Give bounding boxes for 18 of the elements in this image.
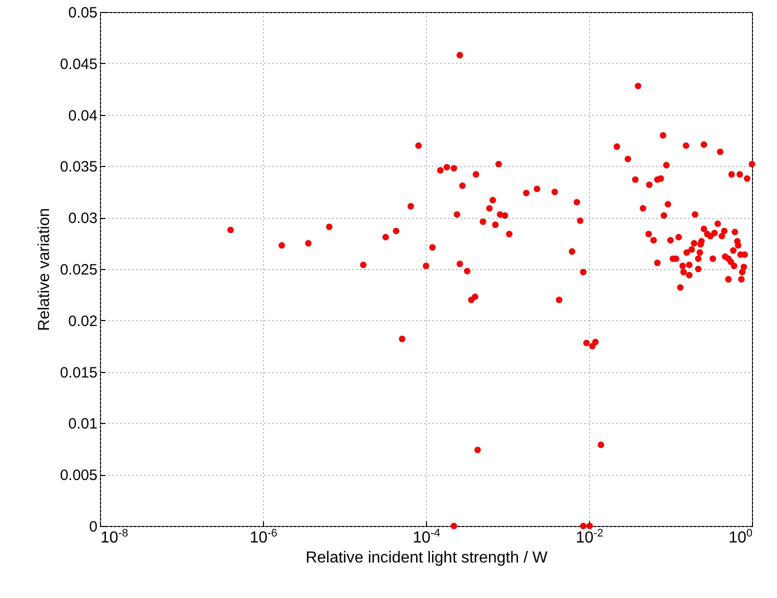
x-axis-title: Relative incident light strength / W — [306, 550, 548, 566]
y-tick-label: 0.02 — [68, 312, 98, 330]
y-tick-label: 0.04 — [68, 107, 98, 124]
y-tick-label: 0.05 — [68, 4, 98, 22]
x-tick-label: 10$^{-4}$ — [412, 528, 440, 546]
y-tick-label: 0.03 — [68, 210, 98, 228]
y-tick-label: 0.01 — [68, 416, 98, 433]
y-tick-label: 0.005 — [60, 467, 98, 484]
x-tick-label: 10$^{0}$ — [728, 528, 752, 546]
y-tick-label: 0.035 — [60, 158, 98, 176]
y-tick-label: 0 — [89, 518, 98, 536]
x-tick-label: 10$^{-6}$ — [250, 528, 278, 546]
x-tick-label: 10$^{-8}$ — [100, 528, 128, 546]
x-tick-label: 10$^{-2}$ — [576, 528, 604, 546]
y-axis-title: Relative variation — [36, 208, 53, 331]
y-tick-label: 0.045 — [60, 56, 98, 73]
y-tick-label: 0.015 — [60, 364, 98, 382]
y-tick-label: 0.025 — [60, 262, 98, 278]
